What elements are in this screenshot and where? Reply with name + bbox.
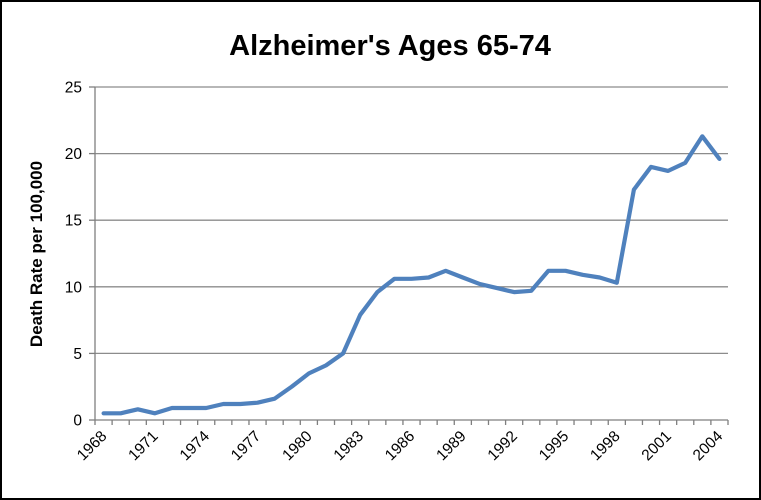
y-axis-title: Death Rate per 100,000: [27, 161, 46, 347]
x-tick-label: 2001: [639, 428, 675, 464]
x-tick-label: 1989: [433, 428, 469, 464]
y-tick-label: 0: [73, 413, 82, 430]
x-tick-label: 1971: [125, 428, 161, 464]
x-tick-label: 1995: [536, 428, 572, 464]
x-tick-label: 1998: [587, 428, 623, 464]
x-tick-label: 1968: [74, 428, 110, 464]
y-tick-label: 20: [65, 146, 83, 163]
x-tick-labels: 1968 1971 1974 1977 1980 1983 1986 1989 1992 1995…: [74, 428, 727, 465]
x-tick-label: 2004: [690, 428, 727, 465]
gridlines: [95, 86, 728, 355]
y-tick-label: 25: [65, 80, 82, 97]
y-tick-label: 10: [65, 279, 83, 296]
axes: [89, 86, 729, 425]
x-tick-label: 1977: [228, 428, 264, 464]
x-tick-label: 1980: [279, 428, 316, 465]
y-tick-labels: 0 5 10 15 20 25: [65, 80, 83, 430]
data-series-line: [101, 134, 722, 416]
x-tick-label: 1986: [382, 428, 418, 464]
x-tick-label: 1992: [485, 428, 521, 464]
y-tick-label: 15: [65, 213, 82, 230]
chart-title: Alzheimer's Ages 65-74: [229, 30, 551, 62]
y-tick-label: 5: [73, 346, 82, 363]
x-tick-label: 1974: [177, 428, 214, 465]
x-tick-label: 1983: [331, 428, 367, 464]
series-line: [101, 134, 722, 416]
